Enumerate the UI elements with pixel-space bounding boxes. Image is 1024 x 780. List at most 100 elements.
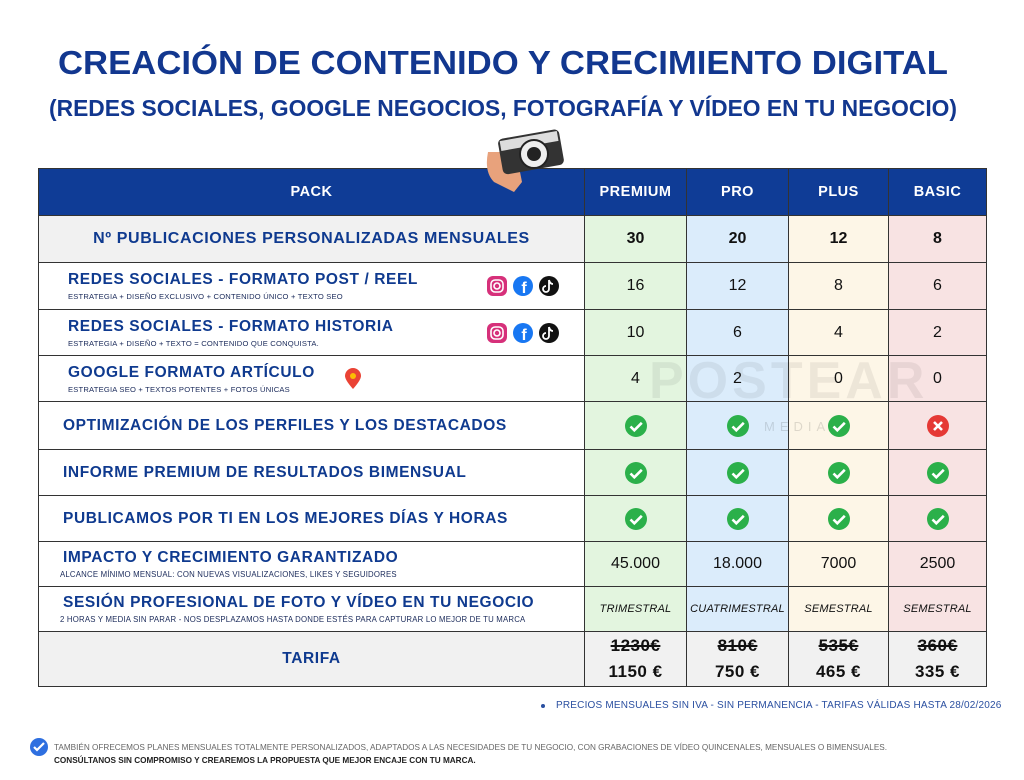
column-header: PLUS (789, 169, 889, 216)
check-icon (926, 507, 949, 530)
value-cell: 45.000 (585, 542, 687, 587)
check-cell (585, 450, 687, 496)
row-label-cell: SESIÓN PROFESIONAL DE FOTO Y VÍDEO EN TU… (39, 587, 585, 632)
new-price: 750 € (714, 662, 761, 681)
check-icon (926, 461, 949, 484)
value-cell: 8 (889, 216, 987, 263)
row-label: TARIFA (282, 650, 341, 667)
row-label: REDES SOCIALES - FORMATO POST / REEL (68, 271, 418, 288)
row-label-cell: INFORME PREMIUM DE RESULTADOS BIMENSUAL (39, 450, 585, 496)
svg-text:f: f (521, 327, 527, 344)
price-cell: 1230€ 1150 € (585, 632, 687, 687)
header: CREACIÓN DE CONTENIDO Y CRECIMIENTO DIGI… (49, 44, 957, 121)
check-icon (726, 461, 749, 484)
value-cell: 6 (889, 263, 987, 310)
check-cell (789, 402, 889, 450)
value-cell: 0 (789, 356, 889, 402)
social-icons: f (487, 322, 559, 344)
row-label: Nº PUBLICACIONES PERSONALIZADAS MENSUALE… (93, 230, 530, 247)
title: CREACIÓN DE CONTENIDO Y CRECIMIENTO DIGI… (58, 44, 948, 81)
bullet (541, 704, 545, 708)
check-icon (624, 414, 647, 437)
value-cell: 6 (687, 310, 789, 356)
value-cell: 2 (889, 310, 987, 356)
check-cell (687, 450, 789, 496)
value-cell: 0 (889, 356, 987, 402)
check-cell (789, 496, 889, 542)
value-cell: SEMESTRAL (889, 587, 987, 632)
row-sublabel: 2 HORAS Y MEDIA SIN PARAR - NOS DESPLAZA… (60, 615, 526, 624)
column-header: PREMIUM (585, 169, 687, 216)
value-cell: 12 (789, 216, 889, 263)
check-icon (624, 461, 647, 484)
value-cell: 2500 (889, 542, 987, 587)
lens-inner (527, 147, 541, 161)
check-cell (687, 402, 789, 450)
column-header: BASIC (889, 169, 987, 216)
value-cell: 4 (585, 356, 687, 402)
check-icon (624, 507, 647, 530)
svg-text:f: f (521, 280, 527, 297)
value-cell: SEMESTRAL (789, 587, 889, 632)
check-cell (889, 450, 987, 496)
value-cell: 12 (687, 263, 789, 310)
social-icons: f (487, 276, 559, 297)
check-icon (827, 507, 850, 530)
footer-line2: CONSÚLTANOS SIN COMPROMISO Y CREAREMOS L… (54, 756, 476, 765)
old-price: 1230€ (610, 636, 661, 655)
old-price: 535€ (818, 636, 859, 655)
row-label: GOOGLE FORMATO ARTÍCULO (68, 363, 315, 381)
row-label-cell: OPTIMIZACIÓN DE LOS PERFILES Y LOS DESTA… (39, 402, 585, 450)
old-price: 360€ (917, 636, 958, 655)
row-sublabel: ESTRATEGIA + DISEÑO + TEXTO = CONTENIDO … (68, 338, 319, 348)
row-label-cell: REDES SOCIALES - FORMATO POST / REEL ESTR… (39, 263, 585, 310)
value-cell: 8 (789, 263, 889, 310)
row-label-cell: REDES SOCIALES - FORMATO HISTORIA ESTRATE… (39, 310, 585, 356)
watermark-sub: MEDIA (764, 419, 831, 434)
value-cell: 10 (585, 310, 687, 356)
row-label-cell: Nº PUBLICACIONES PERSONALIZADAS MENSUALE… (39, 216, 585, 263)
new-price: 335 € (914, 662, 961, 681)
value-cell: 20 (687, 216, 789, 263)
check-icon (827, 461, 850, 484)
row-label-cell: PUBLICAMOS POR TI EN LOS MEJORES DÍAS Y … (39, 496, 585, 542)
row-label-cell: IMPACTO Y CRECIMIENTO GARANTIZADO ALCANCE… (39, 542, 585, 587)
row-label: OPTIMIZACIÓN DE LOS PERFILES Y LOS DESTA… (63, 416, 507, 434)
value-cell: CUATRIMESTRAL (687, 587, 789, 632)
value-cell: 30 (585, 216, 687, 263)
new-price: 465 € (815, 662, 862, 681)
row-label: INFORME PREMIUM DE RESULTADOS BIMENSUAL (63, 463, 467, 481)
footer-line1: TAMBIÉN OFRECEMOS PLANES MENSUALES TOTAL… (54, 743, 888, 752)
check-cell (585, 496, 687, 542)
price-cell: 535€ 465 € (789, 632, 889, 687)
new-price: 1150 € (608, 662, 663, 681)
price-cell: 360€ 335 € (889, 632, 987, 687)
value-cell: 2 (687, 356, 789, 402)
row-sublabel: ALCANCE MÍNIMO MENSUAL: CON NUEVAS VISUA… (60, 570, 397, 579)
row-label: PUBLICAMOS POR TI EN LOS MEJORES DÍAS Y … (63, 509, 508, 527)
check-cell (889, 402, 987, 450)
footer-note: PRECIOS MENSUALES SIN IVA - SIN PERMANEN… (556, 700, 1002, 711)
value-cell: 16 (585, 263, 687, 310)
price-cell: 810€ 750 € (687, 632, 789, 687)
row-sublabel: ESTRATEGIA SEO + TEXTOS POTENTES + FOTOS… (68, 384, 290, 394)
check-icon (726, 507, 749, 530)
check-cell (687, 496, 789, 542)
old-price: 810€ (717, 636, 758, 655)
cross-icon (926, 414, 949, 437)
check-cell (889, 496, 987, 542)
camera-icon (486, 129, 564, 192)
row-sublabel: ESTRATEGIA + DISEÑO EXCLUSIVO + CONTENID… (68, 292, 343, 301)
row-label-cell: GOOGLE FORMATO ARTÍCULO ESTRATEGIA SEO + … (39, 356, 585, 402)
value-cell: TRIMESTRAL (585, 587, 687, 632)
value-cell: 4 (789, 310, 889, 356)
row-label: REDES SOCIALES - FORMATO HISTORIA (68, 317, 394, 335)
badge-icon (30, 738, 48, 756)
row-label: SESIÓN PROFESIONAL DE FOTO Y VÍDEO EN TU… (63, 594, 535, 611)
row-label-cell: TARIFA (39, 632, 585, 687)
value-cell: 18.000 (687, 542, 789, 587)
table: PACKPREMIUMPROPLUSBASICPOSTEARMEDIANº PU… (38, 168, 987, 687)
value-cell: 7000 (789, 542, 889, 587)
